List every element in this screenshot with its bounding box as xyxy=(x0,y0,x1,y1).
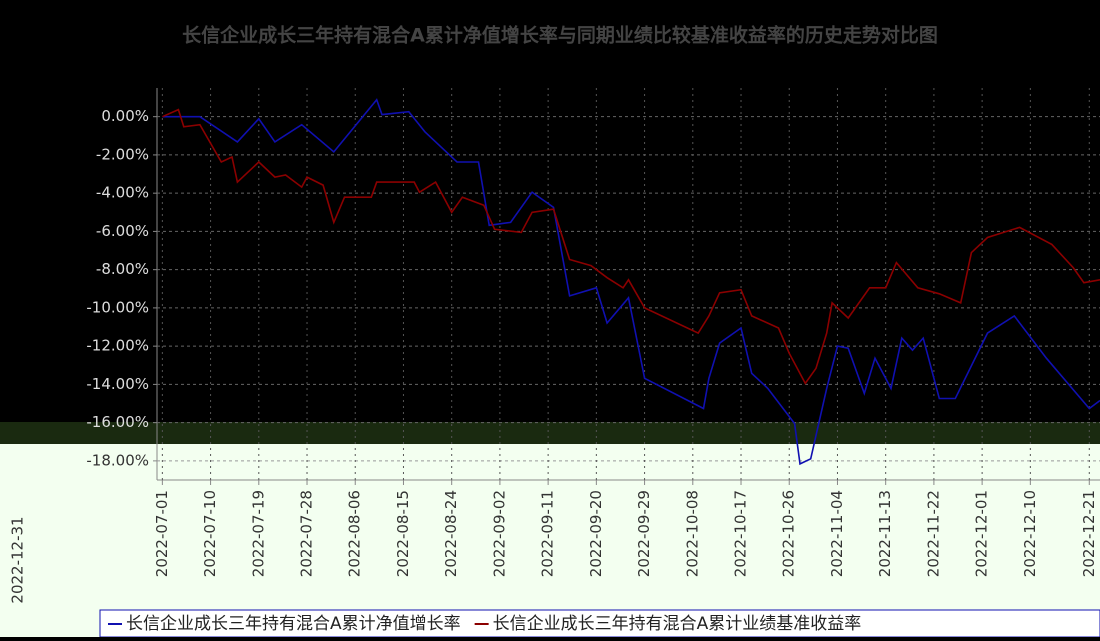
x-tick-label: 2022-08-24 xyxy=(442,490,460,577)
x-tick-label: 2022-09-20 xyxy=(587,490,605,577)
x-tick-label: 2022-12-01 xyxy=(973,490,991,577)
y-tick-label: -14.00% xyxy=(86,375,149,393)
legend-label: 长信企业成长三年持有混合A累计净值增长率 xyxy=(126,614,461,634)
x-tick-label: 2022-07-01 xyxy=(153,490,171,577)
y-tick-label: -8.00% xyxy=(96,260,149,278)
x-tick-label: 2022-09-11 xyxy=(539,490,557,577)
x-tick-label: 2022-07-19 xyxy=(249,490,267,577)
x-tick-label: 2022-11-22 xyxy=(924,490,942,577)
side-label: 2022-12-31 xyxy=(9,516,27,603)
legend xyxy=(99,609,1100,638)
x-tick-label: 2022-10-17 xyxy=(732,490,750,577)
x-tick-label: 2022-07-10 xyxy=(201,490,219,577)
x-tick-label: 2022-11-13 xyxy=(876,490,894,577)
x-tick-label: 2022-11-04 xyxy=(828,490,846,577)
x-tick-label: 2022-09-02 xyxy=(490,490,508,577)
dark-band xyxy=(0,0,1100,422)
x-tick-label: 2022-12-21 xyxy=(1080,490,1098,577)
x-tick-label: 2022-08-06 xyxy=(346,490,364,577)
x-tick-label: 2022-12-10 xyxy=(1021,490,1039,577)
x-tick-label: 2022-10-26 xyxy=(780,490,798,577)
light-band xyxy=(0,444,1100,637)
chart-title: 长信企业成长三年持有混合A累计净值增长率与同期业绩比较基准收益率的历史走势对比图 xyxy=(182,24,938,47)
series-line xyxy=(162,108,1100,385)
y-tick-label: -18.00% xyxy=(86,451,149,469)
x-tick-label: 2022-08-15 xyxy=(394,490,412,577)
x-tick-label: 2022-09-29 xyxy=(635,490,653,577)
y-tick-label: -6.00% xyxy=(96,222,149,240)
y-tick-label: -4.00% xyxy=(96,184,149,202)
legend-label: 长信企业成长三年持有混合A累计业绩基准收益率 xyxy=(493,614,862,634)
y-tick-label: -10.00% xyxy=(86,298,149,316)
x-tick-label: 2022-10-08 xyxy=(683,490,701,577)
series-line xyxy=(162,98,1100,466)
x-tick-label: 2022-07-28 xyxy=(298,490,316,577)
y-tick-label: -16.00% xyxy=(86,413,149,431)
noise-band xyxy=(0,422,1100,444)
y-tick-label: -2.00% xyxy=(96,145,149,163)
y-tick-label: 0.00% xyxy=(101,107,149,125)
y-tick-label: -12.00% xyxy=(86,337,149,355)
